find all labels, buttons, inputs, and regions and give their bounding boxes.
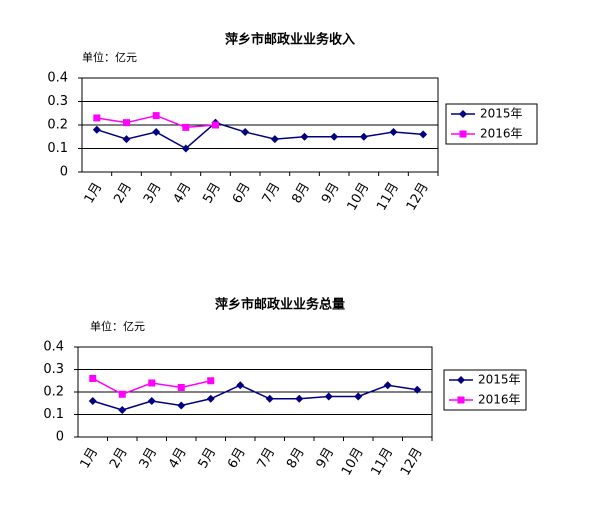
marker [118,406,127,414]
x-tick-label: 4月 [171,180,195,206]
legend-label: 2016年 [480,127,523,141]
x-tick-label: 6月 [225,445,249,471]
x-tick-label: 12月 [404,180,432,213]
marker [300,132,309,141]
marker [241,128,250,137]
y-tick-label: 0.3 [47,94,68,109]
x-tick-label: 5月 [200,180,224,206]
marker [270,135,279,144]
x-tick-label: 8月 [289,180,313,206]
x-tick-label: 10月 [345,180,373,213]
marker [152,128,161,137]
marker [152,112,160,120]
marker [148,379,156,387]
legend-label: 2015年 [478,373,521,387]
marker [177,384,185,391]
y-tick-label: 0 [56,430,64,445]
y-tick-label: 0.3 [43,362,64,377]
y-tick-label: 0 [60,165,68,180]
marker [359,132,368,141]
y-tick-label: 0.1 [43,407,64,422]
marker [265,394,274,403]
series-line [96,121,424,150]
legend-label: 2016年 [478,393,521,407]
x-tick-label: 2月 [111,180,135,206]
x-tick-label: 1月 [78,445,102,471]
marker [459,130,467,138]
marker [419,130,428,139]
chart-title: 萍乡市邮政业业务收入 [225,32,355,48]
marker [212,121,219,129]
y-tick-label: 0.1 [47,141,68,156]
marker [92,125,101,134]
marker [330,132,339,141]
marker [413,385,422,394]
marker [118,390,126,398]
marker [459,110,467,118]
x-tick-label: 7月 [255,445,279,471]
unit-label: 单位：亿元 [82,50,137,64]
marker [236,381,245,390]
x-tick-label: 2月 [107,445,131,471]
unit-label: 单位：亿元 [90,319,145,333]
y-tick-label: 0.2 [43,385,64,400]
marker [457,376,465,384]
x-tick-label: 10月 [339,445,367,478]
chart-title: 萍乡市邮政业业务总量 [215,297,345,313]
y-tick-label: 0.4 [47,71,68,86]
marker [147,397,156,405]
marker [182,123,190,131]
marker [295,394,304,403]
x-tick-label: 7月 [260,180,284,206]
x-tick-label: 9月 [314,445,338,471]
marker [122,135,131,144]
x-tick-label: 1月 [82,180,106,206]
x-tick-label: 12月 [398,445,426,478]
marker [93,114,101,122]
marker [389,128,398,137]
x-tick-label: 8月 [284,445,308,471]
marker [123,119,130,127]
y-tick-label: 0.4 [43,340,64,355]
series-line [92,384,418,411]
marker [181,144,190,153]
marker [324,392,333,401]
marker [89,375,97,382]
x-tick-label: 3月 [137,445,161,471]
x-tick-label: 5月 [196,445,220,471]
y-tick-label: 0.2 [47,118,68,133]
marker [207,377,215,385]
x-tick-label: 4月 [166,445,190,471]
marker [206,394,215,403]
marker [457,396,465,404]
marker [383,381,392,390]
marker [88,397,97,405]
legend-label: 2015年 [480,107,523,121]
marker [177,401,186,410]
marker [354,392,363,401]
x-tick-label: 9月 [319,180,343,206]
x-tick-label: 11月 [374,180,402,213]
x-tick-label: 3月 [141,180,165,206]
x-tick-label: 11月 [368,445,396,478]
x-tick-label: 6月 [230,180,254,206]
